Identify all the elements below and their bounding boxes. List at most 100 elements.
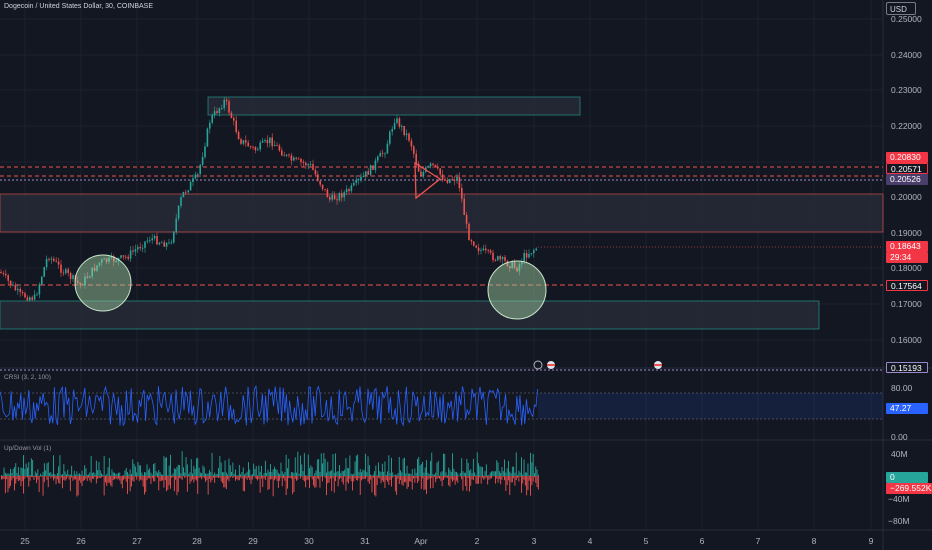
price-axis-label: 0.23000 (891, 85, 922, 95)
volume-up-bar (77, 474, 79, 476)
event-clock-icon[interactable] (533, 360, 543, 370)
volume-up-bar (450, 471, 452, 476)
volume-up-bar (462, 471, 464, 476)
highlight-circle[interactable] (487, 260, 547, 320)
volume-up-bar (170, 454, 171, 476)
volume-down-bar (461, 476, 463, 480)
volume-up-bar (454, 471, 456, 476)
volume-up-bar (517, 475, 518, 476)
volume-down-bar (479, 476, 481, 478)
volume-up-bar (108, 457, 110, 476)
volume-up-bar (225, 472, 227, 476)
volume-down-bar (448, 476, 450, 486)
volume-down-bar (452, 476, 453, 482)
volume-down-bar (224, 476, 226, 488)
volume-up-bar (363, 470, 365, 476)
volume-down-bar (238, 476, 240, 481)
volume-down-bar (193, 476, 195, 483)
volume-label[interactable]: Up/Down Vol (1) (4, 445, 52, 452)
supply-zone[interactable] (0, 193, 884, 233)
volume-up-bar (6, 474, 8, 476)
candle-body (288, 154, 290, 156)
volume-down-bar (263, 476, 265, 479)
volume-down-bar (357, 476, 359, 481)
volume-down-bar (401, 476, 403, 485)
volume-bars[interactable] (1, 451, 539, 497)
volume-down-bar (341, 476, 343, 482)
candlestick-series[interactable] (0, 96, 537, 302)
volume-up-bar (362, 469, 364, 476)
volume-up-bar (446, 475, 448, 476)
volume-down-bar (318, 476, 320, 480)
volume-down-bar (34, 476, 36, 478)
volume-down-bar (397, 476, 399, 479)
crsi-line[interactable] (0, 384, 538, 427)
resistance-zone-top[interactable] (207, 96, 581, 116)
volume-up-bar (400, 470, 401, 476)
price-axis-label: 0.22000 (891, 121, 922, 131)
volume-up-bar (320, 453, 322, 476)
volume-up-bar (242, 467, 244, 476)
volume-down-bar (527, 476, 529, 491)
volume-down-bar (68, 476, 70, 480)
volume-down-bar (1, 476, 2, 480)
volume-down-bar (215, 476, 217, 478)
candle-body (177, 205, 180, 219)
volume-down-bar (532, 476, 534, 482)
volume-down-bar (29, 476, 31, 481)
currency-selector[interactable]: USD (886, 2, 916, 15)
volume-down-bar (440, 476, 442, 481)
volume-down-bar (322, 476, 323, 482)
volume-up-bar (472, 458, 474, 476)
volume-up-bar (3, 467, 5, 476)
volume-up-bar (150, 472, 152, 476)
volume-down-bar (121, 476, 123, 489)
crsi-label[interactable]: CRSI (3, 2, 100) (4, 374, 51, 381)
symbol-title[interactable]: Dogecoin / United States Dollar, 30, COI… (4, 3, 154, 10)
triangle-drawing[interactable] (414, 161, 442, 200)
volume-up-bar (506, 468, 508, 476)
volume-down-bar (225, 476, 227, 490)
volume-down-bar (283, 476, 284, 479)
volume-down-bar (38, 476, 40, 493)
volume-up-bar (214, 472, 216, 476)
highlight-circle[interactable] (74, 254, 132, 312)
candle-body (65, 269, 67, 274)
volume-down-bar (410, 476, 412, 482)
candle-body (365, 171, 367, 176)
volume-up-bar (183, 467, 184, 476)
volume-down-bar (181, 476, 183, 480)
volume-down-bar (413, 476, 414, 479)
demand-zone[interactable] (0, 300, 820, 330)
volume-down-bar (60, 476, 62, 478)
candle-body (374, 160, 377, 170)
candle-body (173, 231, 175, 243)
volume-down-bar (381, 476, 383, 481)
volume-down-bar (426, 476, 427, 494)
candle-body (218, 108, 221, 113)
volume-up-bar (310, 465, 312, 476)
candle-body (168, 242, 170, 244)
candle-body (48, 258, 50, 260)
volume-up-bar (430, 460, 431, 476)
volume-up-bar (466, 458, 468, 476)
candle-body (24, 293, 26, 298)
candle-body (403, 125, 405, 136)
volume-down-bar (300, 476, 301, 479)
volume-up-bar (235, 469, 236, 476)
volume-down-bar (228, 476, 230, 482)
volume-up-bar (437, 460, 439, 476)
volume-up-bar (54, 473, 56, 476)
volume-up-bar (42, 471, 44, 476)
volume-down-bar (475, 476, 477, 484)
volume-down-bar (171, 476, 173, 478)
volume-down-bar (27, 476, 28, 478)
volume-down-bar (131, 476, 132, 487)
volume-down-bar (498, 476, 500, 479)
candle-body (86, 276, 89, 278)
price-axis-label: 0.18000 (891, 263, 922, 273)
volume-up-bar (469, 470, 470, 476)
volume-down-bar (420, 476, 422, 489)
volume-down-bar (21, 476, 23, 482)
